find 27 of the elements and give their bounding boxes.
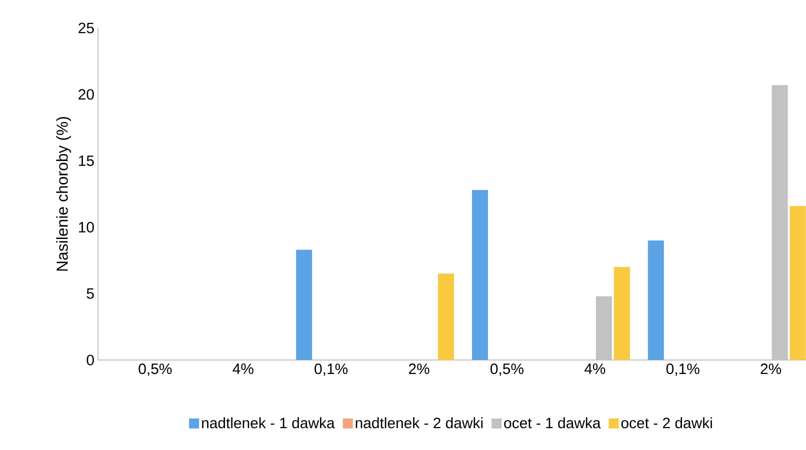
legend-label: nadtlenek - 2 dawki	[356, 417, 483, 428]
bar	[438, 274, 454, 360]
y-tick-label: 20	[78, 89, 94, 100]
legend-label: ocet - 1 dawka	[504, 417, 601, 428]
y-axis-title: Nasilenie choroby (%)	[56, 117, 72, 271]
y-tick-label: 15	[79, 156, 94, 166]
legend-label: ocet - 2 dawki	[621, 417, 712, 428]
x-tick-label: 2%	[408, 364, 430, 374]
bar	[648, 240, 664, 360]
bar	[596, 296, 612, 360]
x-tick-label: 4%	[232, 364, 254, 374]
bar	[296, 250, 312, 360]
bar	[614, 267, 630, 360]
x-tick-label: 4%	[584, 364, 606, 374]
x-tick-label: 0,5%	[490, 364, 524, 376]
bar	[790, 206, 806, 360]
x-tick-label: 0,1%	[666, 364, 700, 376]
y-tick-label: 25	[78, 22, 94, 34]
x-tick-label: 0,1%	[314, 364, 348, 376]
x-tick-label: 0,5%	[138, 364, 172, 376]
y-tick-label: 10	[79, 222, 94, 232]
bar	[472, 190, 488, 360]
y-tick-label: 5	[86, 288, 94, 299]
y-tick-label: 0	[86, 354, 94, 366]
bar	[772, 85, 788, 360]
x-tick-label: 2%	[760, 364, 782, 374]
legend-label: nadtlenek - 1 dawka	[202, 417, 335, 428]
